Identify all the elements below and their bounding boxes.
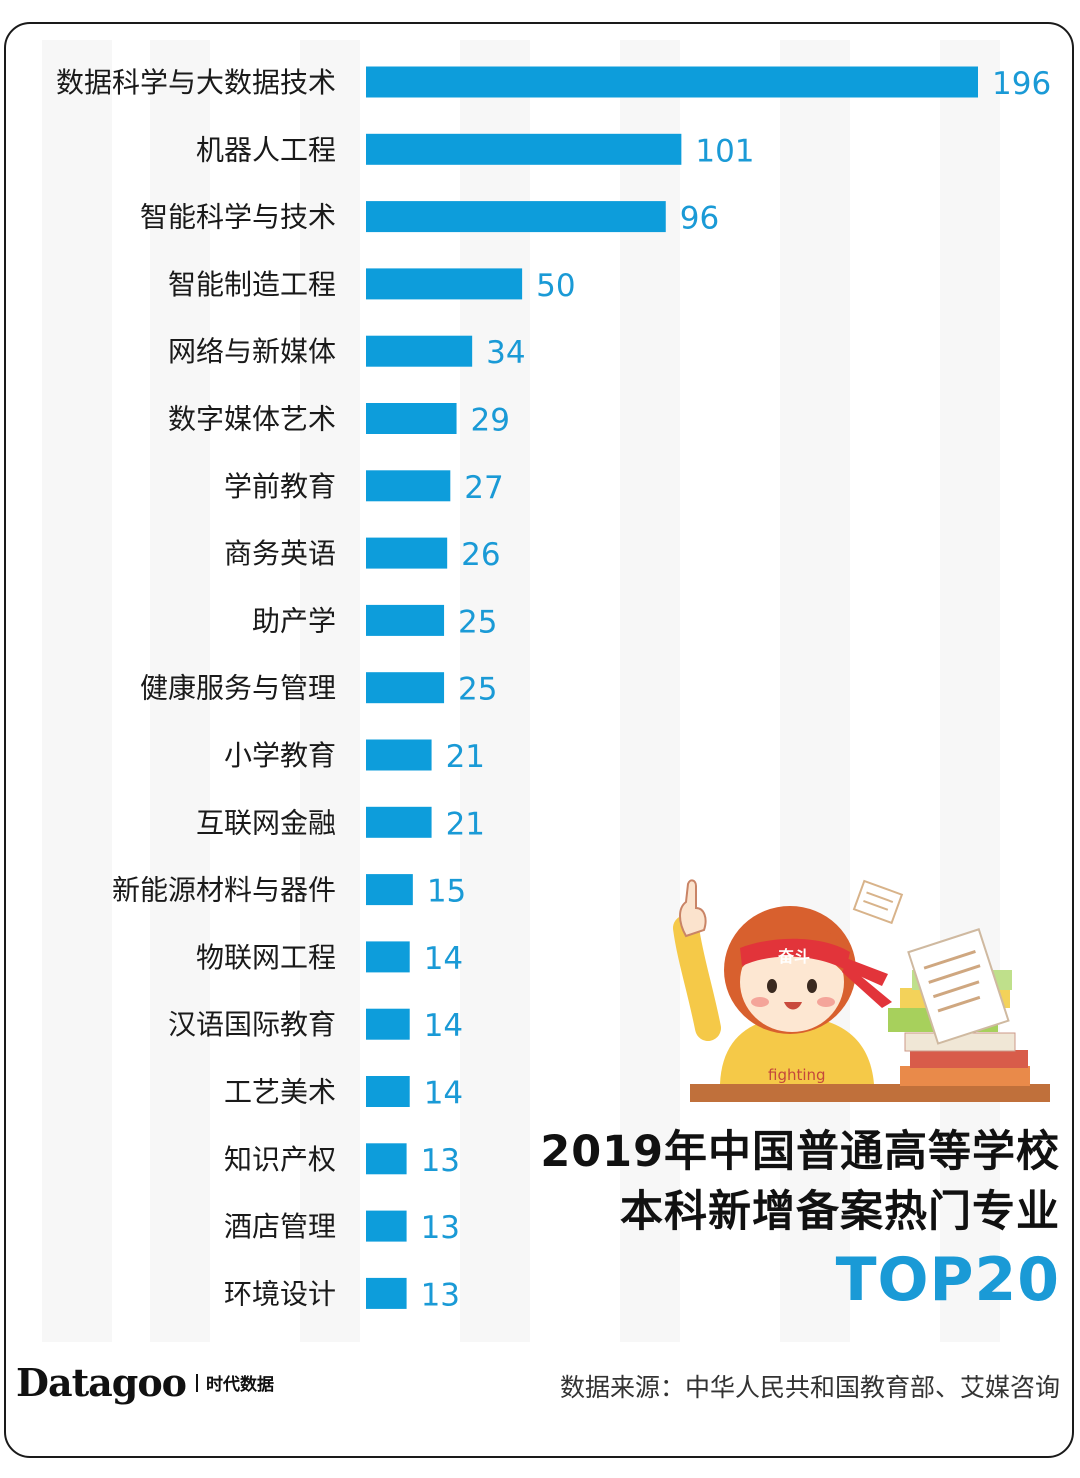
value-label: 25 (458, 672, 497, 708)
value-label: 25 (458, 604, 497, 640)
value-label: 29 (471, 403, 510, 439)
student-girl-illustration: fighting 奋斗 (660, 878, 1060, 1108)
category-label: 新能源材料与器件 (112, 874, 336, 907)
headband-text: 奋斗 (777, 947, 810, 966)
background-stripe (150, 40, 210, 1342)
value-label: 13 (421, 1143, 460, 1179)
category-label: 数据科学与大数据技术 (56, 66, 336, 99)
category-label: 物联网工程 (196, 941, 336, 974)
bar (366, 66, 978, 98)
bar (366, 1008, 410, 1040)
value-label: 15 (427, 874, 466, 910)
value-label: 101 (695, 133, 754, 169)
value-label: 13 (421, 1277, 460, 1313)
brand-name: Datagoo (16, 1360, 187, 1405)
background-stripe (620, 40, 680, 1342)
background-stripe (300, 40, 360, 1342)
bar (366, 537, 448, 569)
background-stripe (42, 40, 112, 1342)
brand-divider (196, 1373, 199, 1392)
category-label: 互联网金融 (196, 806, 336, 839)
value-label: 27 (464, 470, 503, 506)
category-label: 助产学 (252, 604, 336, 637)
brand-logo: Datagoo 时代数据 (16, 1360, 274, 1405)
background-stripe (460, 40, 530, 1342)
value-label: 14 (424, 941, 463, 977)
chart-title-line2: 本科新增备案热门专业 (620, 1187, 1060, 1237)
student-girl-pointing-icon: fighting 奋斗 (673, 879, 1050, 1102)
bar (366, 672, 445, 704)
bar (366, 268, 523, 300)
bar (366, 874, 413, 906)
bar (366, 739, 432, 771)
value-label: 21 (446, 739, 485, 775)
category-label: 健康服务与管理 (140, 672, 336, 705)
category-label: 工艺美术 (224, 1076, 336, 1109)
category-label: 机器人工程 (196, 133, 336, 166)
category-label: 环境设计 (224, 1277, 336, 1310)
bar (366, 335, 473, 367)
chart-title-top20: TOP20 (835, 1245, 1060, 1315)
value-label: 14 (424, 1076, 463, 1112)
bar (366, 403, 457, 434)
category-label: 小学教育 (224, 739, 336, 772)
value-label: 96 (680, 201, 719, 237)
bar (366, 133, 682, 165)
category-label: 数字媒体艺术 (168, 403, 336, 436)
category-label: 商务英语 (224, 537, 336, 570)
bar (366, 941, 410, 973)
value-label: 34 (486, 335, 525, 371)
category-label: 智能科学与技术 (140, 201, 336, 234)
data-source-note: 数据来源：中华人民共和国教育部、艾媒咨询 (559, 1373, 1060, 1402)
value-label: 14 (424, 1008, 463, 1044)
category-label: 网络与新媒体 (168, 335, 336, 368)
value-label: 26 (461, 537, 500, 573)
chart-title-line1: 2019年中国普通高等学校 (540, 1127, 1060, 1177)
brand-subtitle: 时代数据 (206, 1375, 275, 1395)
background-stripe (940, 40, 1000, 1342)
value-label: 13 (421, 1210, 460, 1246)
bar (366, 1076, 410, 1107)
background-stripe (780, 40, 850, 1342)
bar (366, 1277, 407, 1309)
bar (366, 604, 445, 636)
bar (366, 201, 666, 233)
bar (366, 806, 432, 838)
value-label: 21 (446, 806, 485, 842)
bar (366, 1210, 407, 1242)
bar (366, 470, 451, 502)
bar (366, 1143, 407, 1175)
category-label: 智能制造工程 (168, 268, 336, 301)
chart-title-block: 2019年中国普通高等学校 本科新增备案热门专业 TOP20 (480, 1122, 1060, 1318)
value-label: 196 (992, 66, 1051, 102)
shirt-text: fighting (768, 1066, 826, 1084)
category-label: 酒店管理 (224, 1210, 336, 1243)
category-label: 学前教育 (224, 470, 336, 503)
category-label: 汉语国际教育 (168, 1008, 336, 1041)
value-label: 50 (536, 268, 575, 304)
category-label: 知识产权 (224, 1143, 336, 1176)
